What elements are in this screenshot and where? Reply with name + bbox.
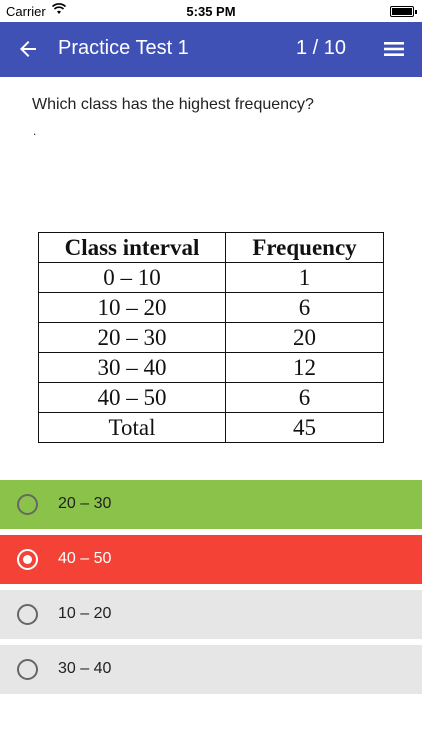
table-total-row: Total 45: [38, 412, 384, 443]
class-interval-cell: 40 – 50: [38, 382, 226, 413]
radio-button-selected[interactable]: [17, 549, 38, 570]
frequency-cell: 12: [225, 352, 384, 383]
wifi-icon: [52, 3, 66, 14]
table-row: 20 – 30 20: [38, 322, 384, 353]
frequency-cell: 6: [225, 292, 384, 323]
back-arrow-icon[interactable]: [16, 37, 40, 61]
answer-option-correct[interactable]: 20 – 30: [0, 480, 422, 529]
question-text: Which class has the highest frequency?: [32, 96, 314, 113]
question-note: .: [33, 124, 37, 138]
table-row: 0 – 10 1: [38, 262, 384, 293]
radio-button[interactable]: [17, 659, 38, 680]
frequency-cell: 1: [225, 262, 384, 293]
battery-icon: [390, 6, 417, 17]
answer-label: 30 – 40: [58, 660, 112, 677]
frequency-table: Class interval Frequency 0 – 10 1 10 – 2…: [38, 232, 384, 443]
question-counter: 1 / 10: [296, 37, 347, 59]
page-title: Practice Test 1: [58, 37, 189, 59]
table-row: 10 – 20 6: [38, 292, 384, 323]
column-header: Frequency: [225, 232, 384, 263]
class-interval-cell: 20 – 30: [38, 322, 226, 353]
radio-button[interactable]: [17, 494, 38, 515]
frequency-cell: 20: [225, 322, 384, 353]
radio-button[interactable]: [17, 604, 38, 625]
table-row: 40 – 50 6: [38, 382, 384, 413]
answer-option[interactable]: 10 – 20: [0, 590, 422, 639]
answer-option[interactable]: 30 – 40: [0, 645, 422, 694]
column-header: Class interval: [38, 232, 226, 263]
frequency-cell: 6: [225, 382, 384, 413]
table-header-row: Class interval Frequency: [38, 232, 384, 263]
class-interval-cell: 30 – 40: [38, 352, 226, 383]
app-bar: Practice Test 1 1 / 10: [0, 22, 422, 77]
class-interval-cell: 10 – 20: [38, 292, 226, 323]
answer-option-selected-wrong[interactable]: 40 – 50: [0, 535, 422, 584]
class-interval-cell: 0 – 10: [38, 262, 226, 293]
carrier-label: Carrier: [6, 4, 46, 19]
answer-label: 20 – 30: [58, 495, 112, 512]
answer-label: 10 – 20: [58, 605, 112, 622]
clock: 5:35 PM: [186, 4, 236, 19]
table-row: 30 – 40 12: [38, 352, 384, 383]
answer-label: 40 – 50: [58, 550, 112, 567]
status-bar: Carrier 5:35 PM: [0, 0, 422, 22]
total-label-cell: Total: [38, 412, 226, 443]
total-value-cell: 45: [225, 412, 384, 443]
menu-icon[interactable]: [383, 38, 405, 60]
